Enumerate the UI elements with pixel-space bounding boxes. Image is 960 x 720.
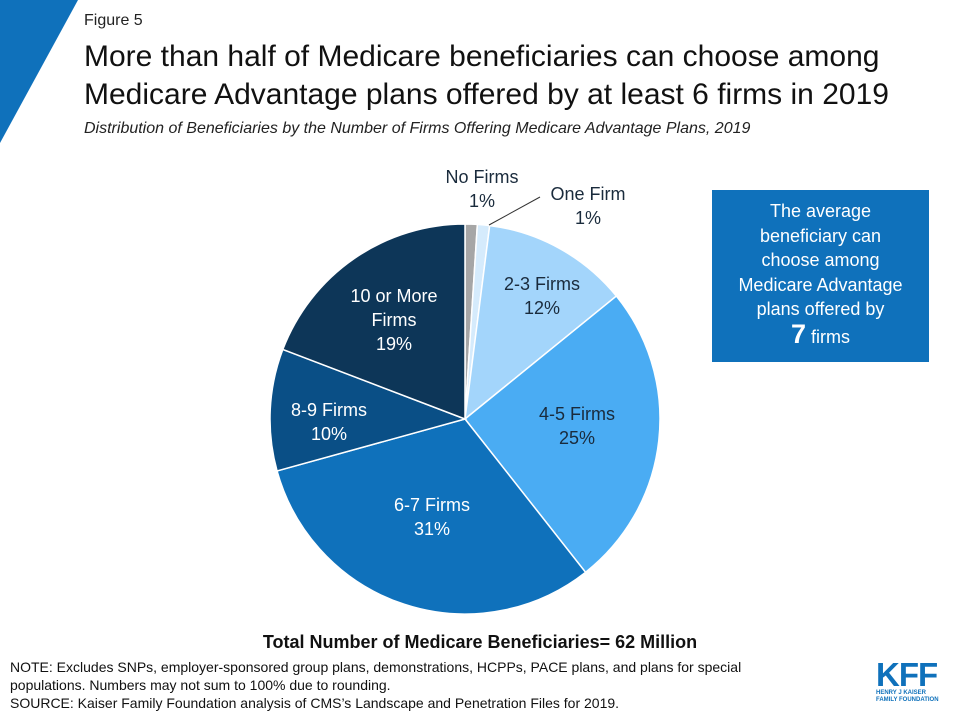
pie-slice-10-or-more-firms [281, 223, 466, 421]
slice-label-4-5-firms: 4-5 Firms 25% [539, 404, 615, 448]
kff-logo: KFF HENRY J KAISER FAMILY FOUNDATION [876, 656, 939, 704]
note-line-2: populations. Numbers may not sum to 100%… [10, 677, 391, 693]
kff-logo-text: KFF [876, 656, 938, 693]
callout-line-6: 7 firms [712, 318, 929, 350]
chart-subtitle: Distribution of Beneficiaries by the Num… [84, 120, 751, 137]
pie-slice-2-3-firms [464, 224, 618, 421]
total-beneficiaries: Total Number of Medicare Beneficiaries= … [262, 632, 698, 652]
kff-logo-sub-1: HENRY J KAISER [876, 690, 927, 696]
source-line: SOURCE: Kaiser Family Foundation analysi… [10, 695, 620, 711]
note-line-1: NOTE: Excludes SNPs, employer-sponsored … [10, 659, 742, 675]
callout-line-2: beneficiary can [759, 225, 882, 246]
corner-accent [0, 0, 78, 143]
average-firms-unit: firms [811, 326, 851, 347]
slice-label-8-9-firms: 8-9 Firms 10% [291, 400, 367, 444]
slice-label-one-firm: One Firm 1% [550, 184, 625, 228]
slice-label-2-3-firms: 2-3 Firms 12% [504, 274, 580, 318]
slice-label-6-7-firms: 6-7 Firms 31% [394, 495, 470, 539]
page-title: More than half of Medicare beneficiaries… [84, 38, 954, 114]
kff-logo-sub-2: FAMILY FOUNDATION [876, 697, 939, 703]
title-line-1: More than half of Medicare beneficiaries… [84, 40, 880, 73]
average-callout-box: The average beneficiary can choose among… [712, 190, 929, 362]
callout-line-3: choose among [761, 250, 880, 270]
notes: NOTE: Excludes SNPs, employer-sponsored … [10, 658, 860, 712]
slice-label-no-firms: No Firms 1% [446, 167, 519, 211]
pie-chart: No Firms 1% One Firm 1% 2-3 Firms 12% 4-5 Firm… [269, 167, 661, 615]
pie-slice-4-5-firms [463, 294, 661, 574]
callout-line-5: plans offered by [756, 299, 885, 319]
one-firm-leader-line [488, 196, 541, 226]
average-firms-number: 7 [790, 318, 806, 349]
pie-slice-8-9-firms [269, 348, 468, 472]
callout-line-1: The average [769, 201, 872, 221]
callout-line-4: Medicare Advantage [738, 274, 903, 295]
pie-slice-6-7-firms [276, 418, 587, 615]
figure-label: Figure 5 [84, 12, 143, 29]
title-line-2: Medicare Advantage plans offered by at l… [84, 78, 889, 111]
slice-label-10-or-more-firms: 10 or More Firms 19% [350, 286, 437, 354]
